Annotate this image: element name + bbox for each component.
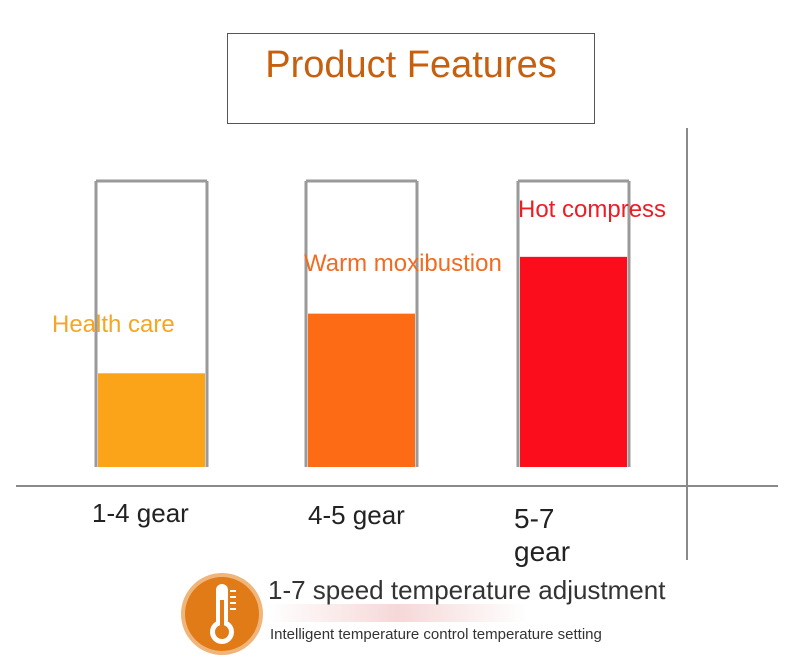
column-outline (516, 179, 631, 467)
footer-subtitle: Intelligent temperature control temperat… (270, 626, 602, 643)
bar-label: Health care (52, 311, 175, 338)
footer-decoration (268, 604, 528, 622)
page-title: Product Features (265, 44, 557, 86)
bar (98, 373, 205, 467)
column-outline (304, 179, 419, 467)
thermometer-icon (181, 573, 263, 655)
column-outline (94, 179, 209, 467)
temperature-gear-chart: Health care 1-4 gear Warm moxibustion 4-5 g… (16, 128, 778, 567)
category-label: 5-7 gear (514, 503, 570, 567)
footer-title: 1-7 speed temperature adjustment (268, 575, 666, 605)
category-label: 4-5 gear (308, 500, 405, 530)
bar (520, 256, 627, 467)
bar-label: Hot compress (518, 196, 666, 223)
category-label: 1-4 gear (92, 498, 189, 528)
bar (308, 313, 415, 467)
bar-label: Warm moxibustion (304, 250, 502, 277)
title-box: Product Features (227, 33, 595, 124)
